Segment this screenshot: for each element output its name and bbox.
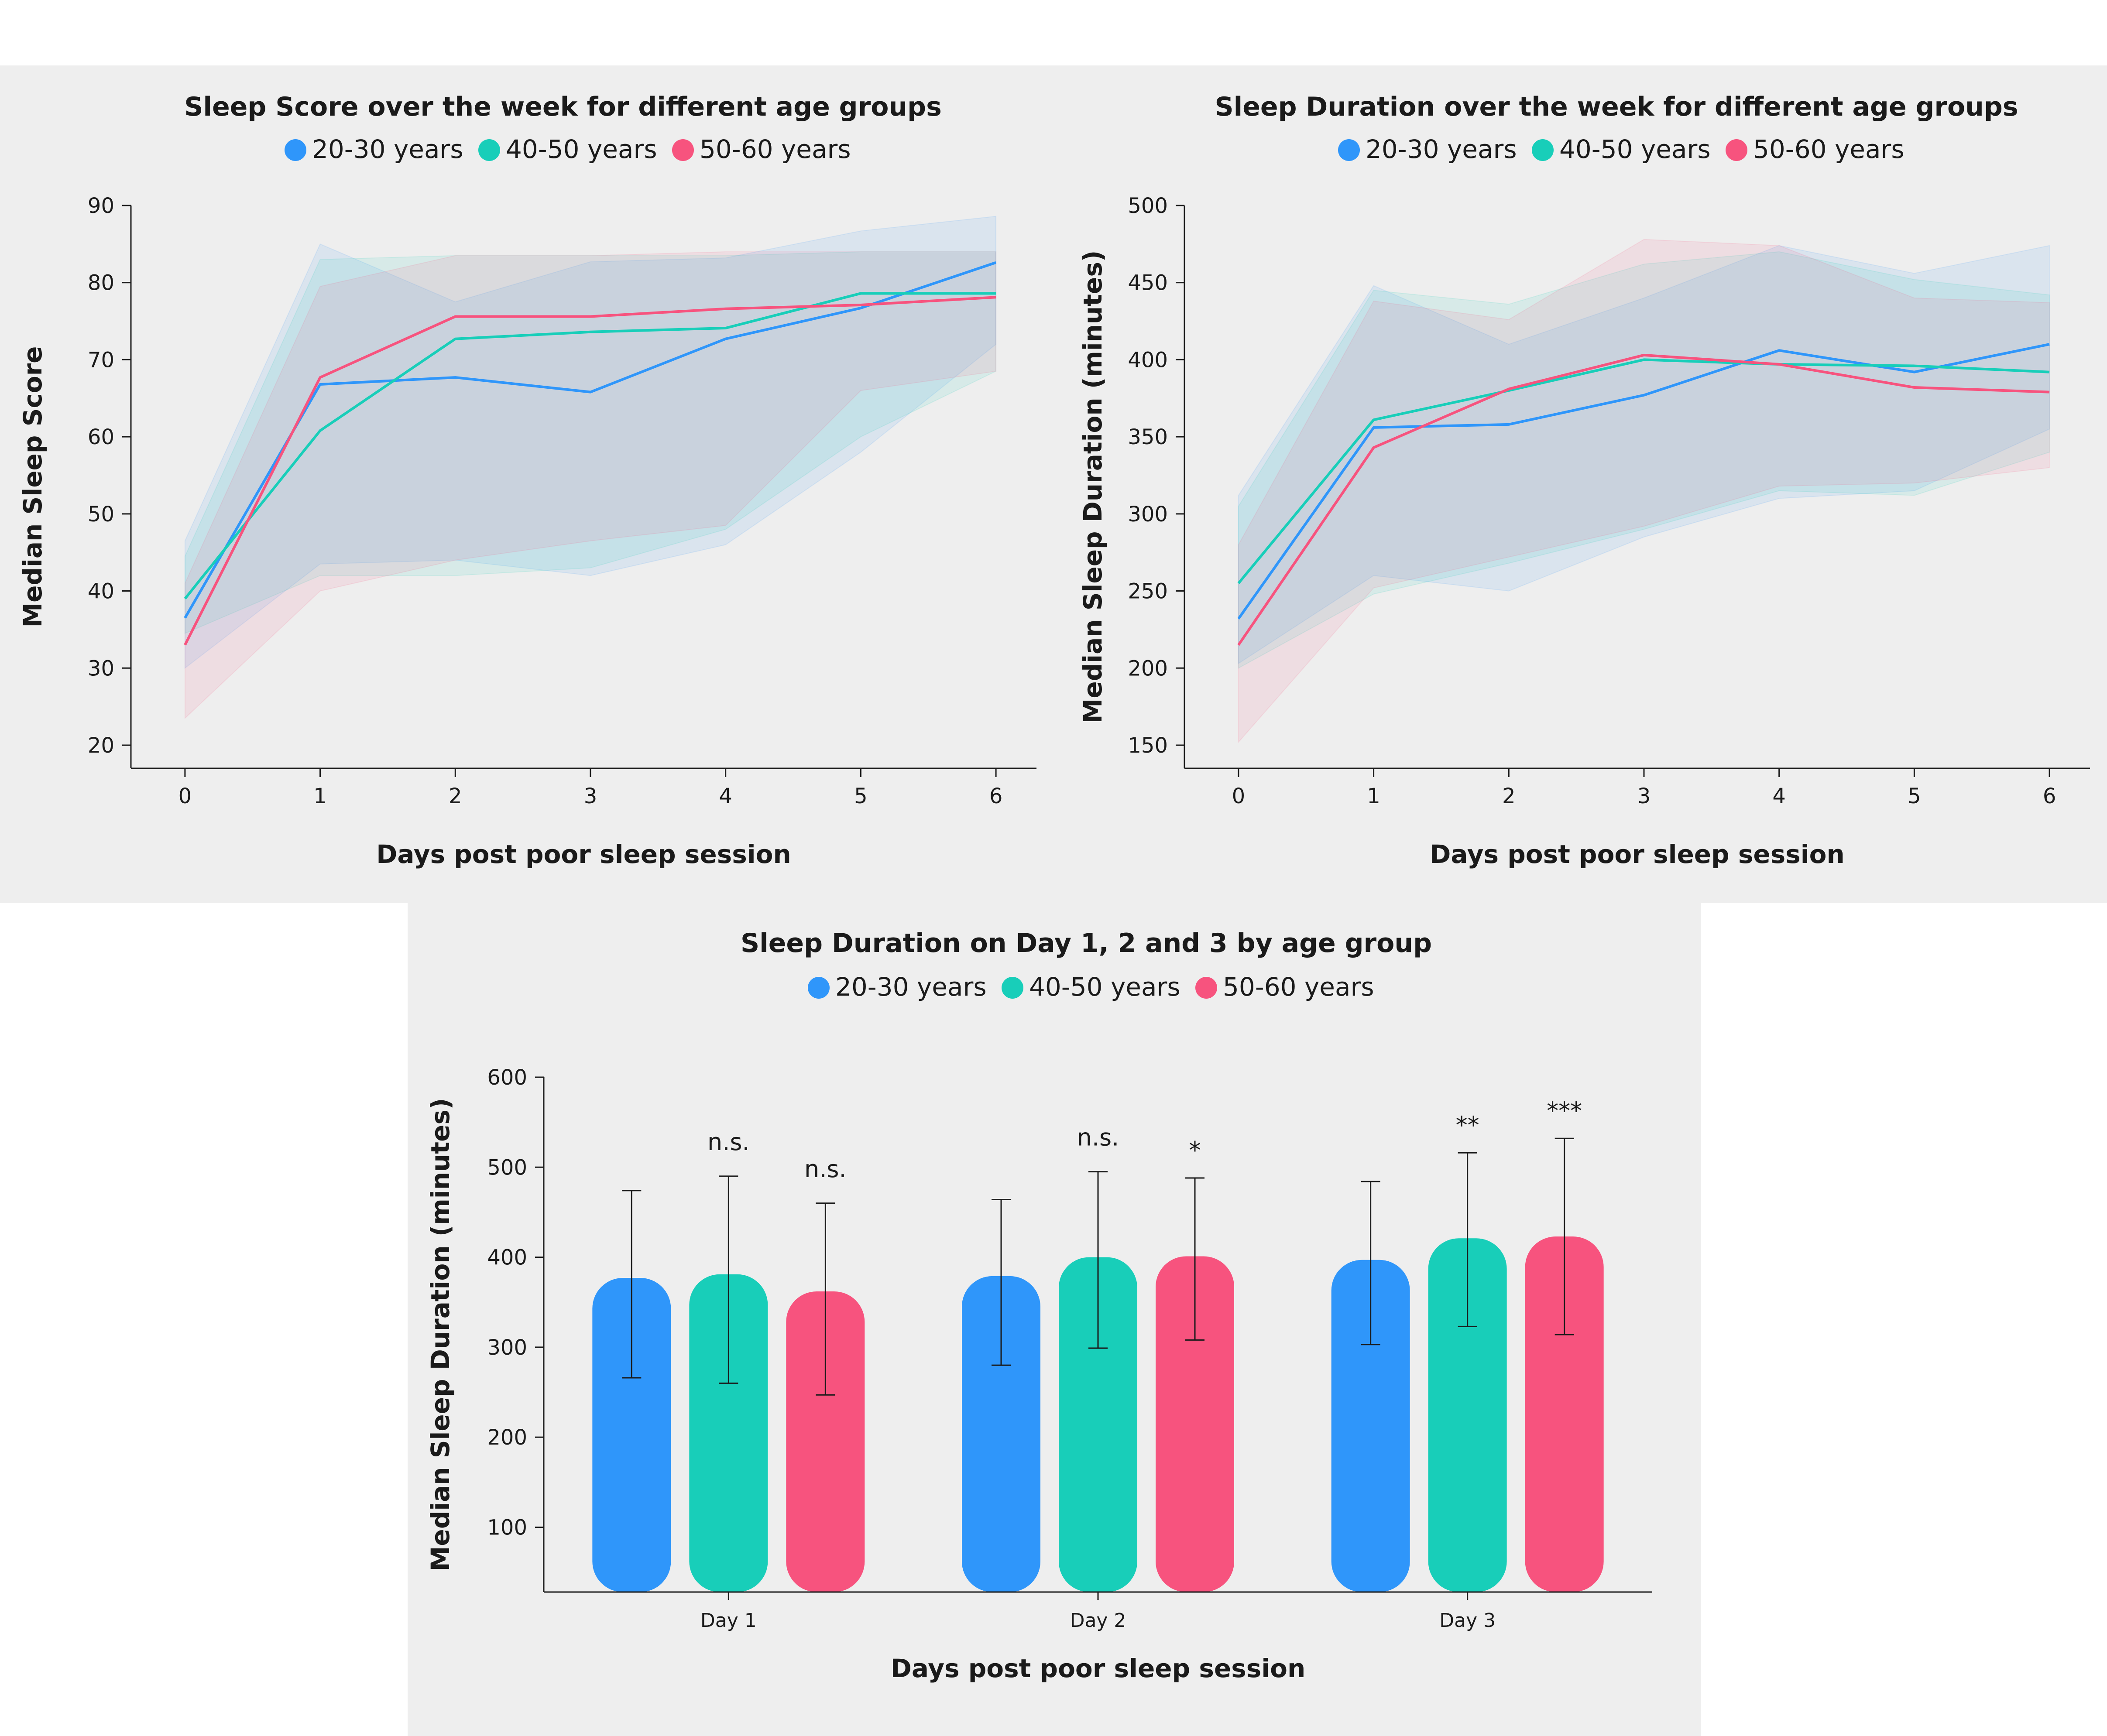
bar-50-60-years-day-2 (1156, 1256, 1234, 1592)
bar-20-30-years-day-2 (962, 1276, 1040, 1592)
y-axis-title: Median Sleep Duration (minutes) (1078, 250, 1108, 724)
y-tick-label: 60 (88, 425, 114, 449)
x-tick-label: 4 (719, 784, 732, 808)
significance-label: n.s. (707, 1128, 750, 1156)
confidence-band-20-30-years (184, 216, 997, 669)
y-tick-label: 90 (88, 194, 114, 218)
x-tick-label: 6 (989, 784, 1003, 808)
series-line-50-60-years (1237, 353, 2050, 646)
legend-label-20-30-years: 20-30 years (1366, 134, 1517, 164)
x-tick-label: 1 (313, 784, 327, 808)
x-tick-label: 5 (854, 784, 868, 808)
legend-label-50-60-years: 50-60 years (1223, 972, 1374, 1002)
significance-label: * (1189, 1137, 1201, 1164)
x-tick-label: Day 1 (700, 1609, 757, 1632)
chart-title: Sleep Duration on Day 1, 2 and 3 by age … (741, 928, 1432, 959)
series-line-20-30-years (1237, 343, 2050, 620)
bar-40-50-years-day-3 (1428, 1238, 1507, 1592)
y-tick-label: 400 (1128, 348, 1168, 372)
y-tick-label: 70 (88, 348, 114, 372)
significance-label: *** (1547, 1097, 1582, 1124)
bar-40-50-years-day-2 (1059, 1257, 1137, 1592)
bar-20-30-years-day-1 (592, 1278, 671, 1592)
y-tick-label: 30 (88, 656, 114, 681)
y-tick-label: 300 (1128, 502, 1168, 527)
series-line-40-50-years (1237, 358, 2050, 584)
y-tick-label: 300 (487, 1335, 527, 1360)
x-axis-title: Days post poor sleep session (376, 839, 791, 869)
chart-title: Sleep Duration over the week for differe… (1215, 92, 2018, 122)
sleep-duration-bar-chart: Sleep Duration on Day 1, 2 and 3 by age … (426, 928, 1652, 1683)
x-tick-label: 6 (2043, 784, 2056, 808)
legend-marker-20-30-years (1338, 139, 1360, 161)
confidence-band-40-50-years (1238, 251, 2050, 669)
legend-marker-40-50-years (1002, 977, 1023, 999)
legend-marker-20-30-years (808, 977, 830, 999)
y-tick-label: 500 (487, 1155, 527, 1180)
significance-label: ** (1456, 1111, 1479, 1139)
sleep-duration-line-chart: Sleep Duration over the week for differe… (1078, 92, 2090, 869)
x-tick-label: Day 3 (1439, 1609, 1496, 1632)
legend-label-20-30-years: 20-30 years (312, 134, 463, 164)
sleep-duration-bar-chart-panel: Sleep Duration on Day 1, 2 and 3 by age … (408, 903, 1701, 1736)
bar-50-60-years-day-1 (786, 1291, 865, 1592)
x-tick-label: 5 (1908, 784, 1921, 808)
x-tick-label: 2 (449, 784, 462, 808)
y-tick-label: 150 (1128, 733, 1168, 758)
legend-label-50-60-years: 50-60 years (1753, 134, 1905, 164)
y-tick-label: 400 (487, 1246, 527, 1270)
y-tick-label: 500 (1128, 194, 1168, 218)
x-axis-title: Days post poor sleep session (891, 1654, 1306, 1683)
legend-marker-50-60-years (1726, 139, 1747, 161)
legend-marker-20-30-years (285, 139, 306, 161)
bar-50-60-years-day-3 (1525, 1236, 1604, 1592)
y-tick-label: 20 (88, 733, 114, 758)
legend-marker-40-50-years (1532, 139, 1554, 161)
legend-label-40-50-years: 40-50 years (506, 134, 657, 164)
legend-marker-50-60-years (672, 139, 694, 161)
legend-label-20-30-years: 20-30 years (835, 972, 987, 1002)
legend-label-50-60-years: 50-60 years (700, 134, 851, 164)
bar-20-30-years-day-3 (1331, 1260, 1410, 1592)
y-axis-title: Median Sleep Score (18, 346, 48, 627)
x-tick-label: 0 (178, 784, 192, 808)
y-tick-label: 40 (88, 579, 114, 604)
x-tick-label: Day 2 (1070, 1609, 1126, 1632)
sleep-score-line-chart: Sleep Score over the week for different … (18, 92, 1036, 869)
legend-marker-40-50-years (478, 139, 500, 161)
x-tick-label: 4 (1772, 784, 1786, 808)
x-axis-title: Days post poor sleep session (1430, 839, 1845, 869)
series-line-40-50-years (184, 292, 996, 600)
significance-label: n.s. (1077, 1124, 1119, 1151)
x-tick-label: 3 (584, 784, 597, 808)
bar-40-50-years-day-1 (689, 1274, 768, 1592)
series-line-50-60-years (184, 296, 996, 646)
y-axis-title: Median Sleep Duration (minutes) (426, 1098, 455, 1572)
y-tick-label: 200 (487, 1425, 527, 1450)
x-tick-label: 3 (1637, 784, 1651, 808)
chart-title: Sleep Score over the week for different … (184, 92, 942, 122)
confidence-band-50-60-years (184, 251, 997, 719)
y-tick-label: 200 (1128, 656, 1168, 681)
y-tick-label: 250 (1128, 579, 1168, 604)
y-tick-label: 600 (487, 1065, 527, 1090)
x-tick-label: 0 (1232, 784, 1246, 808)
y-tick-label: 50 (88, 502, 114, 527)
legend-label-40-50-years: 40-50 years (1559, 134, 1711, 164)
legend-marker-50-60-years (1195, 977, 1217, 999)
y-tick-label: 350 (1128, 425, 1168, 449)
legend-label-40-50-years: 40-50 years (1029, 972, 1180, 1002)
y-tick-label: 100 (487, 1515, 527, 1540)
sleep-score-line-chart-panel: Sleep Score over the week for different … (0, 65, 1054, 903)
sleep-duration-line-chart-panel: Sleep Duration over the week for differe… (1054, 65, 2107, 903)
series-line-20-30-years (184, 261, 997, 619)
x-tick-label: 2 (1502, 784, 1516, 808)
significance-label: n.s. (804, 1155, 847, 1183)
y-tick-label: 450 (1128, 271, 1168, 295)
y-tick-label: 80 (88, 271, 114, 295)
x-tick-label: 1 (1367, 784, 1380, 808)
confidence-band-20-30-years (1238, 245, 2050, 664)
